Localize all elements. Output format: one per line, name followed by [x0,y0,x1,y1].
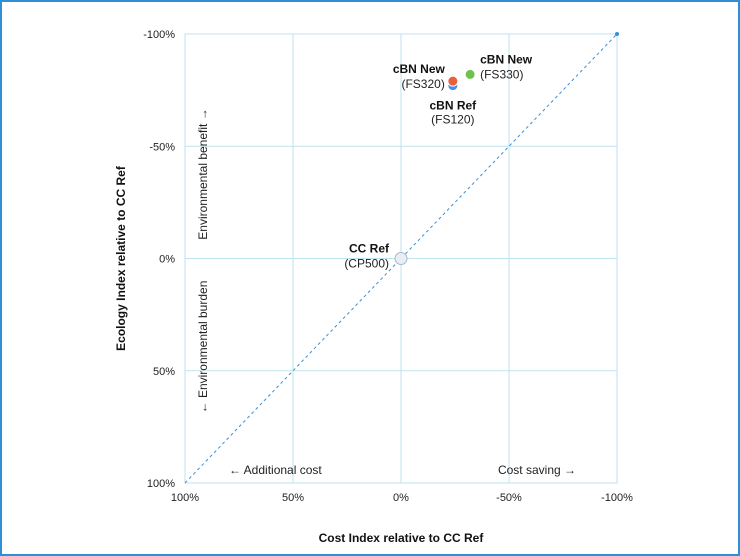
point-label-name: CC Ref [349,242,390,256]
y-tick-label: 50% [153,366,175,378]
point-label-code: (CP500) [344,257,389,271]
x-tick-label: 50% [282,492,304,504]
additional-cost-annotation: ← Additional cost [229,463,322,477]
data-point [447,75,459,87]
diagonal-end-marker [615,32,619,36]
data-point [464,68,476,80]
y-axis-title: Ecology Index relative to CC Ref [114,165,128,351]
x-tick-label: 100% [171,492,199,504]
point-label-code: (FS320) [401,77,444,91]
y-tick-label: 100% [147,478,175,490]
data-points: CC Ref(CP500)cBN Ref(FS120)cBN New(FS320… [344,52,532,270]
x-tick-label: -100% [601,492,633,504]
plot-area-border [184,33,618,484]
environmental-benefit-annotation: Environmental benefit → [196,108,210,239]
grid [184,33,618,484]
environmental-burden-annotation: ← Environmental burden [196,281,210,414]
y-tick-label: 0% [159,254,175,266]
x-axis-title: Cost Index relative to CC Ref [319,531,485,545]
point-label-name: cBN New [393,62,446,76]
point-label-code: (FS330) [480,67,523,81]
tick-labels: 100% 50% 0% -50% -100% -100% -50% 0% 50% 100% [143,29,633,504]
y-tick-label: -100% [143,29,175,41]
cost-saving-annotation: Cost saving → [498,463,576,477]
y-tick-label: -50% [149,141,175,153]
data-point [394,252,408,265]
x-tick-label: -50% [496,492,522,504]
x-tick-label: 0% [393,492,409,504]
reference-diagonal-line [184,33,618,484]
point-label-name: cBN New [480,52,533,66]
point-label-name: cBN Ref [429,99,477,113]
point-label-code: (FS120) [431,113,474,127]
